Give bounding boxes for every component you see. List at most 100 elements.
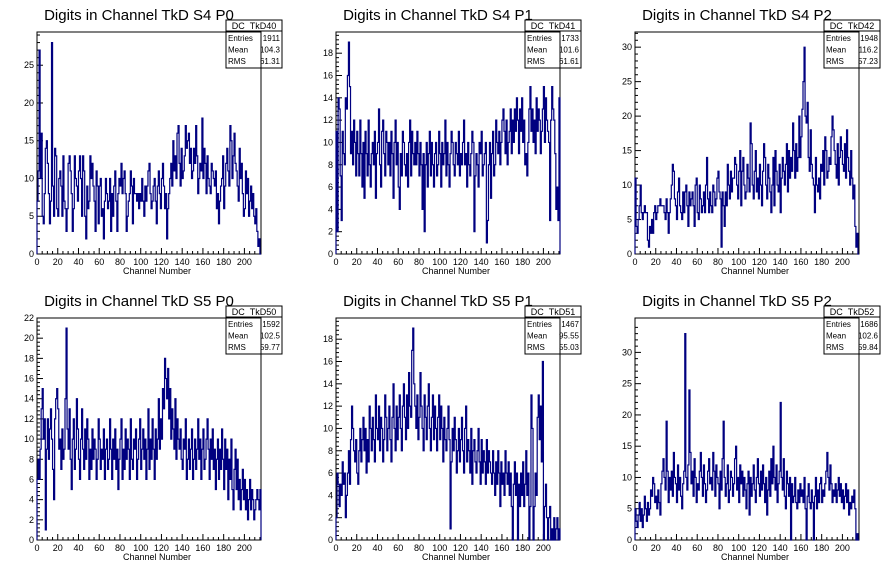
y-tick-label: 6: [328, 468, 333, 478]
x-tick-label: 40: [372, 257, 382, 267]
panel-tkd-s4-p1: Digits in Channel TkD S4 P1 Channel Numb…: [323, 7, 582, 276]
y-tick-label: 20: [622, 111, 632, 121]
stats-box-frame: [225, 305, 283, 355]
x-tick-label: 140: [474, 543, 489, 553]
stats-mean-label: Mean: [826, 46, 846, 55]
x-tick-label: 80: [115, 543, 125, 553]
x-tick-label: 60: [94, 257, 104, 267]
x-tick-label: 40: [671, 257, 681, 267]
y-tick-label: 18: [24, 353, 34, 363]
plot-frame: [36, 317, 262, 541]
y-tick-label: 4: [328, 490, 333, 500]
x-tick-label: 140: [175, 257, 190, 267]
plot-frame: [634, 31, 860, 255]
y-tick-label: 30: [622, 42, 632, 52]
x-tick-label: 180: [515, 543, 530, 553]
stats-rms-label: RMS: [228, 57, 246, 66]
plot-frame: [634, 317, 860, 541]
x-tick-label: 200: [835, 257, 850, 267]
stats-rms-label: RMS: [826, 343, 844, 352]
stats-name: DC_TkD51: [531, 307, 576, 317]
stats-entries-value: 1948: [860, 34, 878, 43]
y-tick-label: 30: [622, 347, 632, 357]
y-tick-label: 5: [29, 211, 34, 221]
x-axis-label: Channel Number: [721, 552, 789, 562]
y-tick-label: 0: [29, 249, 34, 259]
x-tick-label: 140: [175, 543, 190, 553]
y-tick-label: 16: [24, 374, 34, 384]
x-tick-label: 20: [53, 543, 63, 553]
y-tick-label: 20: [24, 98, 34, 108]
x-tick-label: 80: [713, 543, 723, 553]
x-tick-label: 200: [835, 543, 850, 553]
y-tick-label: 14: [323, 93, 333, 103]
x-tick-label: 80: [713, 257, 723, 267]
y-tick-label: 16: [323, 357, 333, 367]
y-tick-label: 6: [328, 182, 333, 192]
y-tick-label: 4: [29, 495, 34, 505]
y-tick-label: 4: [328, 204, 333, 214]
stats-mean-label: Mean: [228, 46, 248, 55]
stats-entries-label: Entries: [527, 34, 552, 43]
stats-entries-label: Entries: [826, 34, 851, 43]
stats-entries-label: Entries: [228, 320, 253, 329]
y-tick-label: 5: [627, 504, 632, 514]
x-tick-label: 40: [671, 543, 681, 553]
stats-name: DC_TkD40: [232, 21, 277, 31]
panel-tkd-s5-p0: Digits in Channel TkD S5 P0 Channel Numb…: [24, 293, 283, 562]
x-tick-label: 160: [494, 543, 509, 553]
histogram-series: [335, 327, 561, 541]
stats-rms-value: 59.84: [858, 343, 879, 352]
x-tick-label: 180: [216, 257, 231, 267]
y-tick-label: 20: [24, 333, 34, 343]
x-tick-label: 120: [453, 257, 468, 267]
panel-tkd-s4-p0: Digits in Channel TkD S4 P0 Channel Numb…: [24, 7, 283, 276]
x-tick-label: 200: [237, 257, 252, 267]
x-tick-label: 120: [154, 257, 169, 267]
x-tick-label: 120: [453, 543, 468, 553]
x-tick-label: 100: [731, 257, 746, 267]
stats-entries-label: Entries: [527, 320, 552, 329]
x-tick-label: 200: [237, 543, 252, 553]
y-tick-label: 0: [29, 535, 34, 545]
panel-tkd-s5-p2: Digits in Channel TkD S5 P2 Channel Numb…: [622, 293, 881, 562]
axis-ticks: 0 20 40 60 80 100 120 140 160 180 200 0 2 4 6 8 10 12 14 16…: [323, 320, 560, 553]
x-tick-label: 160: [195, 257, 210, 267]
y-tick-label: 25: [622, 77, 632, 87]
x-tick-label: 60: [393, 543, 403, 553]
panel-title: Digits in Channel TkD S5 P1: [343, 293, 533, 310]
y-tick-label: 8: [328, 160, 333, 170]
stats-entries-value: 1733: [561, 34, 579, 43]
stats-mean-label: Mean: [826, 332, 846, 341]
stats-box: DC_TkD50 Entries 1592 Mean 102.5 RMS 59.…: [225, 305, 283, 355]
x-tick-label: 140: [474, 257, 489, 267]
x-tick-label: 160: [195, 543, 210, 553]
x-tick-label: 40: [73, 543, 83, 553]
stats-rms-label: RMS: [527, 57, 545, 66]
y-tick-label: 0: [328, 535, 333, 545]
stats-name: DC_TkD52: [830, 307, 875, 317]
y-tick-label: 18: [323, 48, 333, 58]
x-tick-label: 100: [133, 543, 148, 553]
x-tick-label: 60: [393, 257, 403, 267]
panel-tkd-s4-p2: Digits in Channel TkD S4 P2 Channel Numb…: [622, 7, 881, 276]
x-tick-label: 0: [333, 257, 338, 267]
stats-mean-value: 116.2: [859, 46, 879, 55]
y-tick-label: 10: [622, 180, 632, 190]
stats-rms-label: RMS: [527, 343, 545, 352]
y-tick-label: 12: [323, 115, 333, 125]
plot-frame: [36, 31, 262, 255]
stats-name: DC_TkD42: [830, 21, 875, 31]
x-tick-label: 0: [632, 543, 637, 553]
stats-mean-value: 104.3: [260, 46, 281, 55]
x-tick-label: 120: [154, 543, 169, 553]
x-tick-label: 40: [372, 543, 382, 553]
stats-box: DC_TkD52 Entries 1686 Mean 102.6 RMS 59.…: [823, 305, 881, 355]
stats-rms-value: 55.03: [559, 343, 580, 352]
y-tick-label: 2: [328, 227, 333, 237]
x-tick-label: 120: [752, 257, 767, 267]
x-tick-label: 20: [651, 543, 661, 553]
x-tick-label: 180: [814, 543, 829, 553]
x-tick-label: 20: [352, 257, 362, 267]
